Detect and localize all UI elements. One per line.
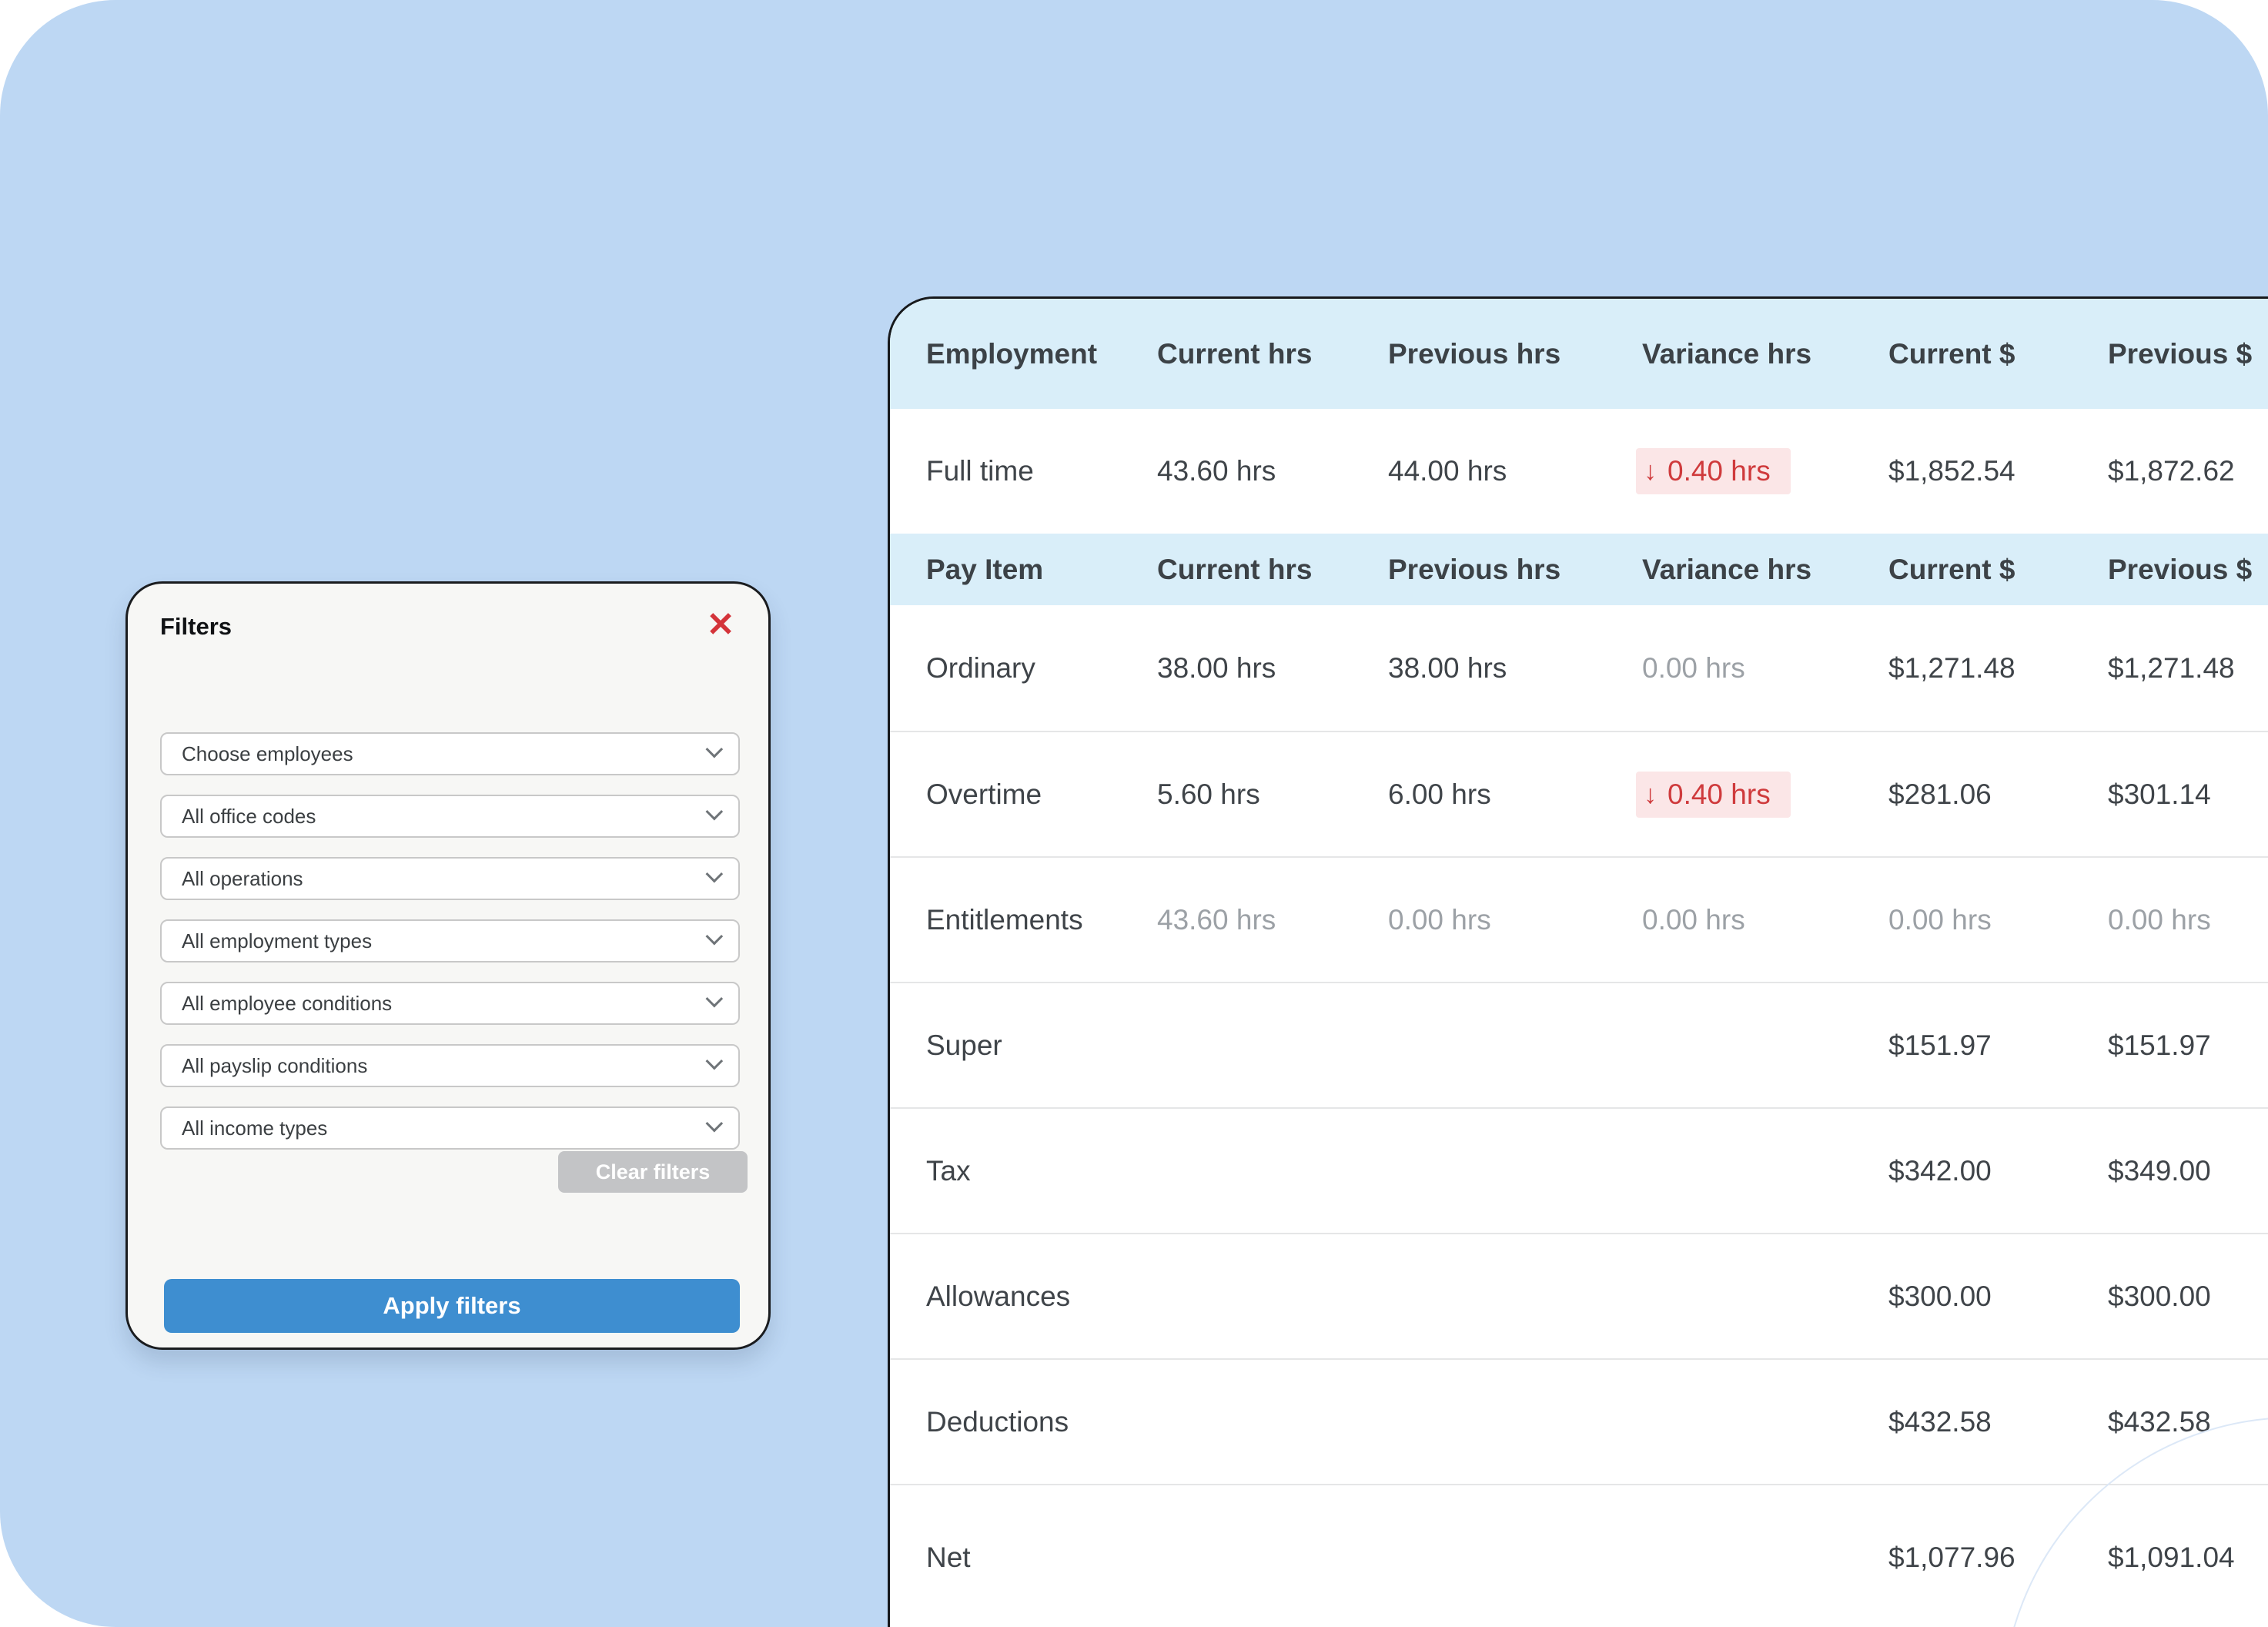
close-button[interactable]: ✕ xyxy=(699,604,742,647)
dropdown-selected-value: All employment types xyxy=(182,929,373,952)
apply-filters-button[interactable]: Apply filters xyxy=(164,1279,740,1333)
row-label: Tax xyxy=(926,1154,971,1187)
chevron-down-icon xyxy=(705,1114,724,1133)
cell-value: 43.60 hrs xyxy=(1157,903,1276,936)
column-header: Current hrs xyxy=(1157,553,1313,585)
cell-value: 43.60 hrs xyxy=(1157,455,1276,487)
cell-value: $349.00 xyxy=(2108,1154,2211,1187)
arrow-down-icon: ↓ xyxy=(1644,779,1657,809)
row-label: Ordinary xyxy=(926,651,1035,684)
filters-panel: Filters ✕ Choose employees All office cod… xyxy=(125,581,771,1350)
row-label: Allowances xyxy=(926,1280,1071,1312)
header-band-pay-item: Pay Item Current hrs Previous hrs Variance … xyxy=(890,534,2268,605)
table-row: Entitlements 43.60 hrs 0.00 hrs 0.00 hrs 0.0… xyxy=(890,856,2268,982)
clear-filters-button[interactable]: Clear filters xyxy=(558,1151,748,1193)
cell-value: 38.00 hrs xyxy=(1157,651,1276,684)
row-label: Full time xyxy=(926,455,1034,487)
variance-pill: ↓ 0.40 hrs xyxy=(1636,771,1791,818)
filter-dropdown-2[interactable]: All office codes xyxy=(160,795,740,838)
filters-title: Filters xyxy=(160,613,232,640)
cell-value: 38.00 hrs xyxy=(1388,651,1507,684)
cell-value: $301.14 xyxy=(2108,778,2211,810)
row-label: Deductions xyxy=(926,1405,1069,1438)
cell-value: $432.58 xyxy=(2108,1405,2211,1438)
table-row: Allowances $300.00 $300.00 xyxy=(890,1233,2268,1358)
table-row: Net $1,077.96 $1,091.04 xyxy=(890,1484,2268,1627)
cell-value: $432.58 xyxy=(1888,1405,1992,1438)
table-row: Deductions $432.58 $432.58 xyxy=(890,1358,2268,1484)
cell-value: $151.97 xyxy=(2108,1029,2211,1061)
payroll-variance-table: Employment Current hrs Previous hrs Varianc… xyxy=(888,296,2268,1627)
cell-value: $1,271.48 xyxy=(2108,651,2235,684)
cell-value: $1,872.62 xyxy=(2108,455,2235,487)
cell-value: $1,852.54 xyxy=(1888,455,2015,487)
row-label: Entitlements xyxy=(926,903,1083,936)
cell-value: $342.00 xyxy=(1888,1154,1992,1187)
column-header: Current $ xyxy=(1888,337,2015,370)
variance-pill: ↓ 0.40 hrs xyxy=(1636,448,1791,494)
column-header: Pay Item xyxy=(926,553,1044,585)
cell-value: $151.97 xyxy=(1888,1029,1992,1061)
variance-value: 0.40 hrs xyxy=(1668,778,1771,810)
filter-dropdown-5[interactable]: All employee conditions xyxy=(160,982,740,1025)
column-header: Previous hrs xyxy=(1388,337,1561,370)
chevron-down-icon xyxy=(705,740,724,758)
column-header: Current hrs xyxy=(1157,337,1313,370)
cell-value: 0.00 hrs xyxy=(1888,903,1992,936)
arrow-down-icon: ↓ xyxy=(1644,457,1657,486)
dropdown-selected-value: All income types xyxy=(182,1116,328,1140)
row-label: Net xyxy=(926,1542,971,1573)
cell-value: 6.00 hrs xyxy=(1388,778,1491,810)
cell-value: 0.00 hrs xyxy=(1642,651,1745,684)
column-header: Previous $ xyxy=(2108,553,2253,585)
dropdown-selected-value: All office codes xyxy=(182,804,316,828)
column-header: Previous $ xyxy=(2108,337,2253,370)
close-icon: ✕ xyxy=(706,606,735,644)
table-row: Ordinary 38.00 hrs 38.00 hrs 0.00 hrs $1,271… xyxy=(890,605,2268,731)
column-header: Employment xyxy=(926,337,1098,370)
dropdown-selected-value: All employee conditions xyxy=(182,991,393,1015)
variance-value: 0.40 hrs xyxy=(1668,455,1771,487)
row-label: Super xyxy=(926,1029,1002,1061)
column-header: Variance hrs xyxy=(1642,337,1812,370)
column-header: Current $ xyxy=(1888,553,2015,585)
filter-dropdown-7[interactable]: All income types xyxy=(160,1106,740,1150)
chevron-down-icon xyxy=(705,927,724,946)
chevron-down-icon xyxy=(705,1052,724,1070)
cell-value: $300.00 xyxy=(2108,1280,2211,1312)
chevron-down-icon xyxy=(705,989,724,1008)
filter-dropdown-1[interactable]: Choose employees xyxy=(160,732,740,775)
cell-value: $1,091.04 xyxy=(2108,1542,2235,1573)
column-header: Variance hrs xyxy=(1642,553,1812,585)
dropdown-selected-value: All operations xyxy=(182,866,303,890)
table-row: Super $151.97 $151.97 xyxy=(890,982,2268,1107)
cell-value: 0.00 hrs xyxy=(2108,903,2211,936)
cell-value: 5.60 hrs xyxy=(1157,778,1260,810)
header-band-employment: Employment Current hrs Previous hrs Varianc… xyxy=(890,299,2268,409)
dropdown-selected-value: Choose employees xyxy=(182,742,353,765)
table-row: Tax $342.00 $349.00 xyxy=(890,1107,2268,1233)
table-row: Overtime 5.60 hrs 6.00 hrs ↓ 0.40 hrs $281.06… xyxy=(890,731,2268,856)
row-label: Overtime xyxy=(926,778,1042,810)
cell-value: 0.00 hrs xyxy=(1388,903,1491,936)
column-header: Previous hrs xyxy=(1388,553,1561,585)
cell-value: $1,271.48 xyxy=(1888,651,2015,684)
cell-value: 0.00 hrs xyxy=(1642,903,1745,936)
table-row: Full time 43.60 hrs 44.00 hrs ↓ 0.40 hrs $1,8… xyxy=(890,409,2268,534)
filter-dropdown-3[interactable]: All operations xyxy=(160,857,740,900)
chevron-down-icon xyxy=(705,865,724,883)
cell-value: $1,077.96 xyxy=(1888,1542,2015,1573)
cell-value: 44.00 hrs xyxy=(1388,455,1507,487)
filter-dropdown-6[interactable]: All payslip conditions xyxy=(160,1044,740,1087)
chevron-down-icon xyxy=(705,802,724,821)
cell-value: $281.06 xyxy=(1888,778,1992,810)
dropdown-selected-value: All payslip conditions xyxy=(182,1053,368,1077)
cell-value: $300.00 xyxy=(1888,1280,1992,1312)
filter-dropdown-4[interactable]: All employment types xyxy=(160,919,740,962)
